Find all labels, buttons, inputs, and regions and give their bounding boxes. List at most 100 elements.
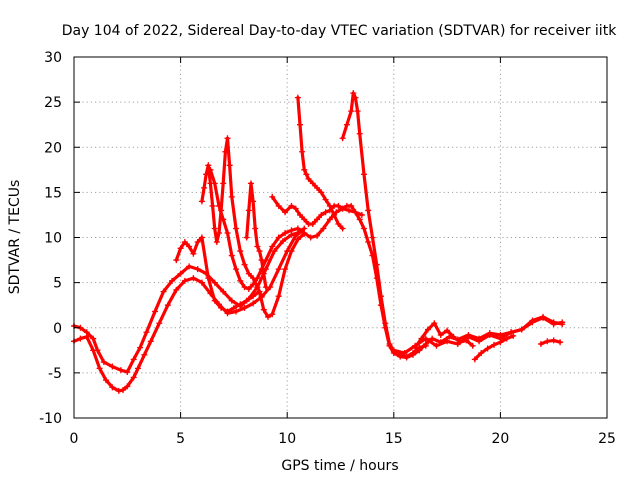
data-point: [77, 335, 84, 342]
data-point: [275, 266, 282, 273]
data-point: [209, 202, 216, 209]
data-point: [220, 288, 227, 295]
data-point: [358, 211, 365, 218]
data-point: [205, 162, 212, 169]
data-point: [260, 270, 267, 277]
data-point: [102, 377, 109, 384]
data-point: [120, 387, 127, 394]
data-point: [198, 234, 205, 241]
data-point: [245, 285, 252, 292]
y-tick-label: 15: [44, 185, 62, 201]
data-point: [335, 220, 342, 227]
data-point: [245, 270, 252, 277]
y-tick-label: -5: [48, 366, 62, 382]
data-point: [233, 308, 240, 315]
data-point: [194, 266, 201, 273]
data-point: [218, 304, 225, 311]
data-point: [250, 293, 257, 300]
data-point: [422, 342, 429, 349]
data-point: [292, 205, 299, 212]
data-point: [354, 108, 361, 115]
data-point: [258, 293, 265, 300]
series-trace: [270, 195, 564, 360]
data-point: [431, 320, 438, 327]
series-trace: [174, 232, 306, 319]
data-point: [339, 135, 346, 142]
x-axis-label: GPS time / hours: [281, 458, 398, 474]
data-point: [331, 211, 338, 218]
data-point: [160, 288, 167, 295]
data-point: [83, 333, 90, 340]
data-point: [271, 248, 278, 255]
data-point: [296, 211, 303, 218]
data-point: [237, 301, 244, 308]
data-point: [401, 350, 408, 357]
data-point: [326, 216, 333, 223]
data-point: [346, 207, 353, 214]
data-point: [360, 225, 367, 232]
data-point: [469, 342, 476, 349]
data-point: [226, 162, 233, 169]
data-point: [211, 279, 218, 286]
data-point: [322, 196, 329, 203]
x-tick-label: 10: [278, 431, 296, 447]
series-prn-c: [173, 230, 308, 320]
data-point: [282, 229, 289, 236]
data-point: [518, 326, 525, 333]
data-point: [282, 266, 289, 273]
data-point: [307, 234, 314, 241]
data-point: [529, 317, 536, 324]
series-trace: [413, 321, 475, 350]
data-point: [90, 335, 97, 342]
data-point: [233, 225, 240, 232]
data-point: [233, 266, 240, 273]
data-point: [201, 184, 208, 191]
data-point: [211, 225, 218, 232]
data-point: [305, 175, 312, 182]
data-point: [124, 383, 131, 390]
data-point: [294, 236, 301, 243]
data-point: [228, 193, 235, 200]
data-point: [508, 329, 515, 336]
data-point: [322, 209, 329, 216]
data-point: [429, 335, 436, 342]
series-prn-h: [294, 94, 346, 232]
data-point: [243, 234, 250, 241]
data-point: [173, 257, 180, 264]
data-point: [275, 202, 282, 209]
data-point: [418, 335, 425, 342]
data-point: [424, 326, 431, 333]
data-point: [228, 252, 235, 259]
data-point: [243, 297, 250, 304]
data-point: [124, 368, 131, 375]
data-point: [224, 135, 231, 142]
data-point: [301, 229, 308, 236]
data-point: [90, 347, 97, 354]
series-trace: [72, 230, 302, 374]
data-point: [356, 130, 363, 137]
series-trace: [539, 338, 562, 346]
data-point: [250, 300, 257, 307]
data-point: [318, 211, 325, 218]
data-point: [254, 243, 261, 250]
data-point: [478, 350, 485, 357]
data-point: [486, 331, 493, 338]
data-point: [544, 338, 551, 345]
data-point: [250, 275, 257, 282]
data-point: [356, 216, 363, 223]
data-point: [269, 311, 276, 318]
data-point: [288, 202, 295, 209]
data-point: [294, 94, 301, 101]
data-point: [471, 356, 478, 363]
data-point: [360, 171, 367, 178]
data-point: [177, 270, 184, 277]
data-point: [292, 232, 299, 239]
data-point: [301, 166, 308, 173]
data-point: [348, 108, 355, 115]
data-point: [484, 345, 491, 352]
data-point: [348, 202, 355, 209]
data-point: [275, 234, 282, 241]
data-point: [382, 320, 389, 327]
data-point: [100, 359, 107, 366]
data-point: [141, 351, 148, 358]
